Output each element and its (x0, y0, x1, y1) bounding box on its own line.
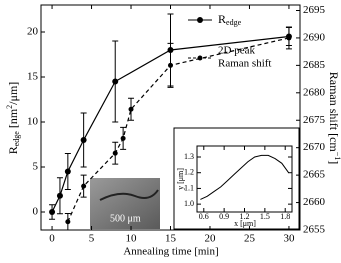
y2-tick-label: 2695 (303, 4, 326, 16)
x-axis-label: Annealing time [min] (123, 246, 218, 258)
y2-tick-label: 2655 (303, 224, 326, 236)
x-tick-label: 20 (204, 233, 216, 245)
x-tick-label: 0 (49, 233, 55, 245)
x-tick-label: 0.9 (219, 212, 229, 221)
y2-axis-label: Raman shift [cm−1] (327, 72, 341, 165)
y-tick-label: 10 (27, 116, 39, 128)
data-point (168, 62, 173, 68)
micrograph-feature (99, 189, 159, 201)
x-tick-label: 5 (89, 233, 95, 245)
legend-label: 2D peak (218, 45, 255, 57)
legend-label: Raman shift (218, 58, 271, 70)
data-point (286, 35, 292, 41)
data-point (56, 192, 63, 199)
data-point (112, 78, 119, 85)
data-point (128, 106, 134, 112)
data-point (120, 135, 126, 141)
y-tick-label: 1.3 (184, 152, 194, 161)
y-axis-label: Redge [nm2/μm] (5, 82, 21, 155)
data-point (64, 168, 71, 175)
x-tick-label: 15 (165, 233, 177, 245)
y-tick-label: 1.0 (184, 199, 194, 208)
inset-y-label: y [μm] (176, 168, 185, 190)
y2-tick-label: 2680 (303, 86, 326, 98)
y2-tick-label: 2665 (303, 169, 326, 181)
data-point (80, 137, 87, 143)
y-tick-label: 15 (27, 71, 39, 83)
data-point (81, 183, 87, 189)
y2-tick-label: 2690 (303, 31, 326, 43)
micrograph (90, 178, 160, 229)
scale-label: 500 μm (110, 213, 141, 224)
legend-label: Redge (218, 12, 242, 27)
data-point (65, 219, 71, 225)
legend-marker (197, 17, 203, 23)
x-tick-label: 10 (126, 233, 138, 245)
x-tick-label: 30 (283, 233, 295, 245)
x-tick-label: 25 (244, 233, 256, 245)
x-tick-label: 1.8 (280, 212, 290, 221)
y-tick-label: 1.2 (184, 168, 194, 177)
inset-x-label: x [μm] (234, 219, 256, 228)
y-tick-label: 1.1 (184, 183, 194, 192)
y-tick-label: 0 (33, 206, 39, 218)
y2-tick-label: 2660 (303, 196, 326, 208)
y-tick-label: 5 (33, 161, 39, 173)
y2-tick-label: 2670 (303, 141, 326, 153)
legend-marker (197, 55, 203, 61)
y-tick-label: 20 (27, 26, 39, 38)
x-tick-label: 1.2 (240, 212, 250, 221)
y2-tick-label: 2685 (303, 59, 326, 71)
data-point (112, 150, 118, 156)
x-tick-label: 1.5 (260, 212, 270, 221)
legend: Redge 2D peak Raman shift (188, 12, 271, 70)
y2-tick-label: 2675 (303, 114, 326, 126)
line (200, 154, 290, 200)
x-tick-label: 0.6 (199, 212, 209, 221)
data-point (49, 209, 56, 215)
